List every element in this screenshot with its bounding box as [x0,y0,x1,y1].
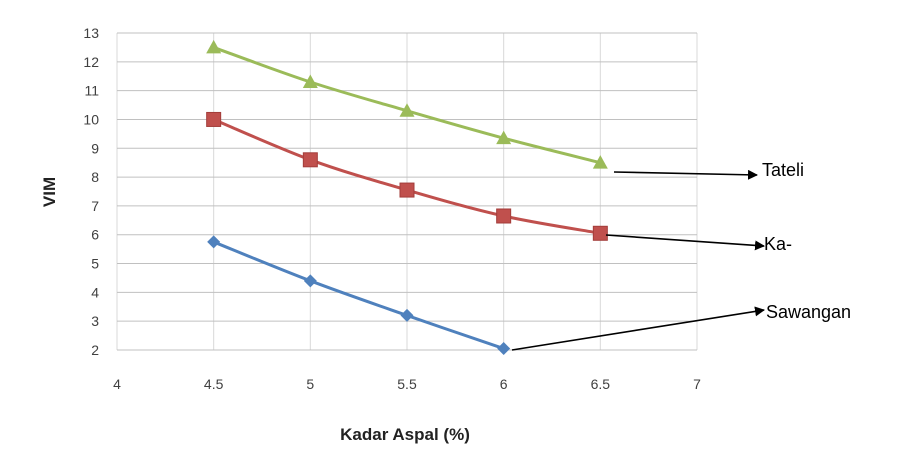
data-point-diamond [207,235,221,249]
annotation-arrow [613,169,758,180]
y-tick-label: 4 [91,284,99,300]
data-point-triangle [592,155,608,169]
y-tick-label: 10 [83,111,99,127]
y-axis-title: VIM [40,177,59,207]
series-sawangan [207,235,511,356]
data-point-triangle [496,130,512,145]
series-group [206,39,608,356]
annotation-arrow [511,306,765,351]
series-tateli [206,39,608,169]
grid-lines [116,32,698,351]
data-point-square [399,182,415,198]
y-tick-label: 5 [91,256,99,272]
annotation-group: Tateli Ka- Sawangan [511,160,851,351]
y-tick-label: 12 [83,54,99,70]
data-point-triangle [206,39,222,54]
x-tick-labels: 4 4.5 5 5.5 6 6.5 7 [113,376,701,392]
series-ka [206,111,608,241]
y-tick-label: 7 [91,198,99,214]
data-point-triangle [302,74,318,88]
series-label: Sawangan [766,302,851,322]
data-point-square [496,208,512,224]
x-tick-label: 6.5 [591,376,611,392]
x-tick-label: 5.5 [397,376,417,392]
data-point-diamond [303,274,317,288]
x-tick-label: 4 [113,376,121,392]
x-tick-label: 4.5 [204,376,224,392]
y-tick-label: 11 [84,83,99,99]
annotation-arrow [605,234,765,251]
x-tick-label: 6 [500,376,508,392]
y-tick-label: 8 [91,169,99,185]
series-label: Tateli [762,160,804,180]
y-tick-label: 13 [83,25,99,41]
x-tick-label: 5 [306,376,314,392]
y-tick-labels: 2 3 4 5 6 7 8 9 10 11 12 13 [83,25,99,358]
data-point-diamond [400,308,414,322]
data-point-triangle [399,103,415,117]
y-tick-label: 6 [91,227,99,243]
series-label: Ka- [764,234,792,254]
y-tick-label: 3 [91,313,99,329]
x-tick-label: 7 [693,376,701,392]
data-point-square [592,225,608,241]
data-point-diamond [497,342,511,356]
y-tick-label: 2 [91,342,99,358]
data-point-square [206,111,222,127]
y-tick-label: 9 [91,140,99,156]
data-point-square [302,152,318,168]
x-axis-title: Kadar Aspal (%) [340,425,470,444]
series-line [213,240,505,350]
